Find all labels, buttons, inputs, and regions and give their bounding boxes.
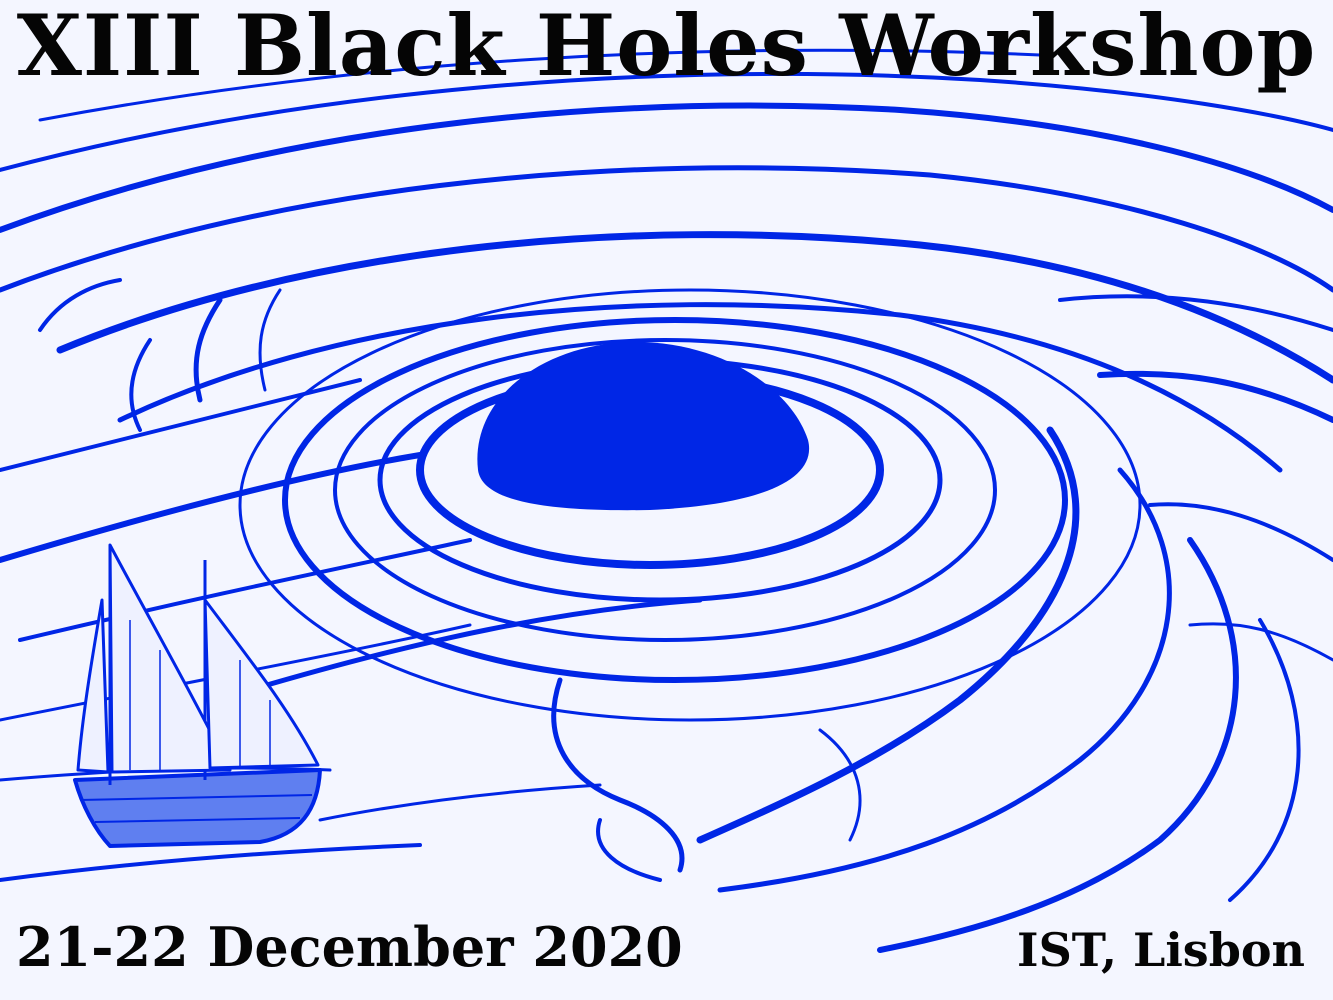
event-date: 21-22 December 2020 (16, 915, 683, 979)
sailing-ship (73, 543, 322, 848)
workshop-title: XIII Black Holes Workshop (16, 0, 1317, 95)
event-venue: IST, Lisbon (1017, 923, 1305, 977)
outflow-streams (551, 426, 1301, 953)
black-hole-disk (477, 341, 810, 511)
